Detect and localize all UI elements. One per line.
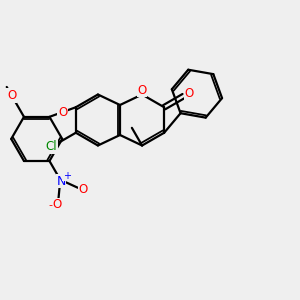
Text: -: -: [49, 200, 53, 210]
Text: O: O: [79, 183, 88, 196]
Text: O: O: [58, 106, 67, 118]
Text: O: O: [137, 83, 147, 97]
Text: O: O: [53, 198, 62, 211]
Text: Cl: Cl: [46, 140, 57, 153]
Text: O: O: [7, 89, 16, 102]
Text: +: +: [63, 171, 70, 181]
Text: O: O: [184, 86, 194, 100]
Text: N: N: [56, 175, 66, 188]
